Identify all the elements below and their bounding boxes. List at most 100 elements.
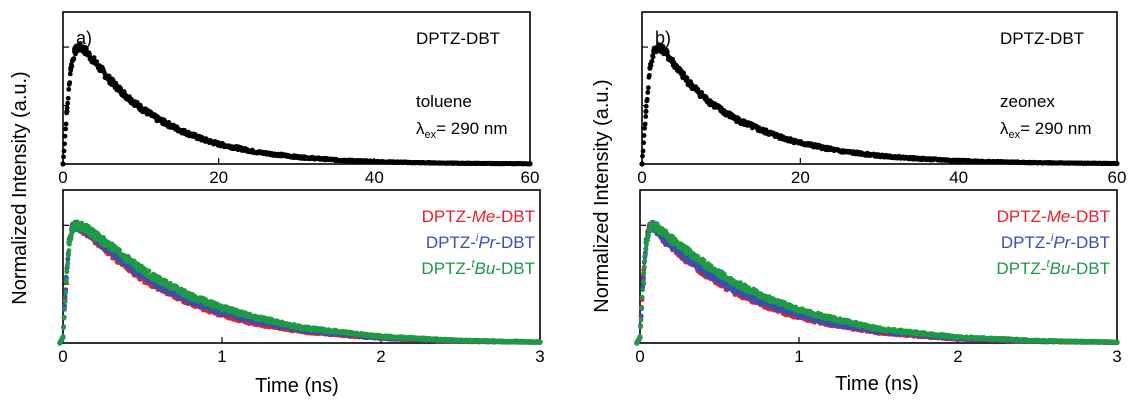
legend-item-tbu-a: DPTZ-tBu-DBT [421,258,535,278]
data-point-marker [254,149,261,155]
panel-letter-b: b) [655,28,671,48]
data-point-marker [671,60,677,67]
data-point-marker [702,95,708,102]
data-point-marker [332,157,339,163]
plot-a-top: 0 20 40 60 [58,41,539,187]
data-point-marker [83,49,89,55]
data-point-marker [84,226,90,232]
y-axis-title-a: Normalized Intensity (a.u.) [9,71,31,304]
data-point-marker [995,159,1001,165]
data-point [63,121,69,127]
legend-pre: DPTZ- [422,207,472,226]
data-point [64,269,70,275]
data-point-marker [187,293,193,299]
data-point [641,133,647,138]
data-point-marker [651,49,657,55]
excitation-annotation-b: λex= 290 nm [1000,119,1091,141]
data-point [61,154,66,160]
data-point-marker [876,153,883,159]
data-point-marker [643,108,649,114]
data-point-marker [678,71,685,77]
x-tick-label-a-bottom: 3 [535,347,544,366]
data-point [62,307,68,312]
data-point [63,290,69,296]
data-point [65,253,71,259]
legend-ital: Pr [478,233,496,252]
data-point-marker [155,276,161,283]
data-point-marker [527,161,533,167]
excitation-value: = 290 nm [436,119,507,138]
lambda-subscript: ex [1009,129,1021,141]
y-axis-title-b: Normalized Intensity (a.u.) [591,79,613,312]
data-point-marker [734,116,740,123]
legend-pre: DPTZ- [426,233,476,252]
data-point [644,96,650,102]
data-point-marker [663,50,669,56]
data-point-marker [92,232,98,238]
data-point [106,73,112,79]
data-point-marker [251,314,257,320]
series-dptz-dbt-a-top [60,41,533,167]
x-tick-label-b-bottom: 3 [1112,347,1121,366]
x-tick-label-b-bottom: 0 [635,347,644,366]
data-point-marker [797,140,803,146]
data-point-marker [216,141,222,147]
data-point-marker [758,127,764,133]
data-point-marker [122,92,128,98]
data-point-marker [1114,160,1120,167]
x-tick-label-a-top: 20 [209,168,228,187]
data-point-marker [449,160,455,166]
x-tick-label-b-top: 20 [791,168,810,187]
data-point [67,80,73,85]
plot-frame-a-top [62,11,531,165]
excitation-annotation-a: λex= 290 nm [416,119,507,141]
data-point-marker [108,243,114,250]
data-point-marker [718,107,724,113]
data-point-marker [298,325,305,331]
data-point [640,153,645,159]
data-point-marker [107,77,113,83]
data-point [650,54,656,60]
data-point-marker [124,255,130,261]
title-annotation-a: DPTZ-DBT [416,29,500,48]
data-point-marker [66,239,72,245]
data-point-marker [72,49,78,55]
data-point [67,71,73,77]
x-axis-title-b: Time (ns) [835,373,919,395]
legend-post: -DBT [495,233,535,252]
data-point-marker [68,65,74,71]
data-point-marker [57,340,63,346]
data-point [65,95,71,101]
data-point-marker [153,115,159,121]
data-point [645,90,651,95]
data-point-marker [293,154,300,160]
solvent-annotation-a: toluene [416,92,472,111]
data-point-marker [537,339,543,345]
x-tick-label-a-top: 60 [521,168,540,187]
data-point [71,56,77,61]
x-axis-title-a: Time (ns) [255,375,339,397]
lambda-subscript: ex [425,129,437,141]
x-tick-label-a-bottom: 2 [376,347,385,366]
data-point-marker [1035,160,1041,166]
solvent-annotation-b: zeonex [1000,92,1055,111]
data-point [640,148,646,154]
data-point [62,141,67,147]
panel-letter-a: a) [76,28,92,48]
data-point-marker [956,158,962,164]
data-point [641,140,646,146]
data-point [61,148,67,154]
data-point-marker [60,161,66,167]
data-point-marker [63,279,69,285]
x-tick-label-a-bottom: 0 [58,347,67,366]
data-point-marker [91,58,97,64]
x-tick-label-b-bottom: 2 [953,347,962,366]
data-point [65,100,71,106]
data-point [643,103,649,109]
data-point-marker [647,65,653,71]
data-point-marker [60,334,66,340]
legend-post: -DBT [495,259,535,278]
data-point-marker [64,108,70,114]
x-tick-label-b-bottom: 1 [794,347,803,366]
x-tick-label-a-bottom: 1 [217,347,226,366]
